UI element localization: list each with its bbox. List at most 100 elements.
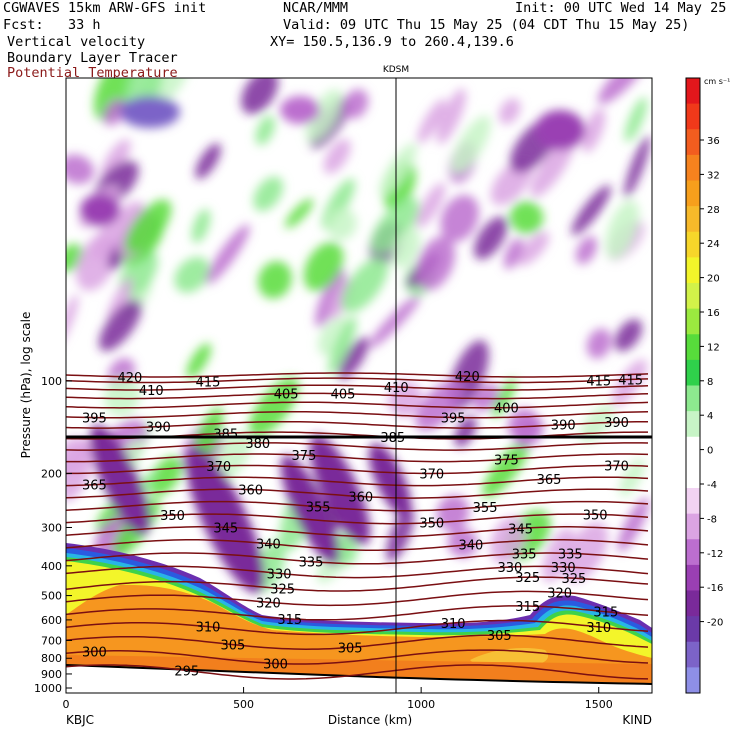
y-tick-label: 700 xyxy=(41,634,62,647)
velocity-blob xyxy=(104,376,141,417)
theta-contour-400 xyxy=(66,401,649,409)
y-tick-label: 900 xyxy=(41,668,62,681)
velocity-blob xyxy=(617,497,649,552)
theta-label: 335 xyxy=(299,556,324,571)
theta-label: 315 xyxy=(593,606,618,621)
velocity-blob xyxy=(303,242,344,292)
theta-label: 355 xyxy=(306,501,331,516)
theta-label: 345 xyxy=(508,522,533,537)
theta-contour-350 xyxy=(66,513,649,525)
theta-label: 295 xyxy=(174,665,199,680)
velocity-blob xyxy=(415,380,464,431)
velocity-blob xyxy=(436,88,466,145)
theta-label: 365 xyxy=(82,479,107,494)
model-title: CGWAVES 15km ARW-GFS init xyxy=(3,0,207,16)
velocity-blob xyxy=(174,256,210,293)
cross-section-coords: XY= 150.5,136.9 to 260.4,139.6 xyxy=(270,34,514,50)
x-axis-title: Distance (km) xyxy=(328,713,412,727)
theta-label: 420 xyxy=(455,370,480,385)
init-time: Init: 00 UTC Wed 14 May 25 xyxy=(515,0,727,16)
velocity-band xyxy=(309,435,371,545)
theta-label: 325 xyxy=(515,571,540,586)
velocity-blob xyxy=(326,207,357,241)
velocity-blob xyxy=(342,89,369,119)
velocity-blob xyxy=(571,185,612,236)
theta-label: 325 xyxy=(270,583,295,598)
velocity-blob xyxy=(440,194,479,242)
velocity-blob xyxy=(186,343,212,379)
velocity-blob xyxy=(498,98,521,125)
theta-label: 315 xyxy=(515,600,540,615)
velocity-blob xyxy=(597,78,648,104)
theta-label: 305 xyxy=(221,639,246,654)
theta-label: 345 xyxy=(213,521,238,536)
theta-label: 395 xyxy=(441,411,466,426)
velocity-core xyxy=(80,194,120,226)
theta-label: 300 xyxy=(263,657,288,672)
theta-label: 355 xyxy=(473,501,498,516)
velocity-band xyxy=(185,446,265,594)
theta-contour-295 xyxy=(66,664,649,680)
y-tick-label: 200 xyxy=(41,467,62,480)
velocity-blob xyxy=(341,256,389,313)
velocity-blob xyxy=(257,261,292,299)
velocity-blob xyxy=(415,182,446,228)
velocity-blob xyxy=(305,89,343,143)
forecast-hour: Fcst: 33 h xyxy=(3,17,101,33)
theta-label: 350 xyxy=(583,508,608,523)
velocity-blob xyxy=(368,295,421,349)
theta-label: 310 xyxy=(196,621,221,636)
velocity-blob xyxy=(379,143,417,196)
theta-label: 370 xyxy=(419,467,444,482)
station-marker-label: KDSM xyxy=(383,65,409,75)
field-label-potential-temperature: Potential Temperature xyxy=(7,65,178,81)
velocity-core xyxy=(280,96,320,124)
theta-label: 410 xyxy=(139,384,164,399)
theta-contour-420 xyxy=(66,372,649,378)
velocity-blob xyxy=(575,236,598,265)
theta-contour-410 xyxy=(66,384,649,391)
theta-label: 360 xyxy=(238,484,263,499)
velocity-blob xyxy=(338,337,369,380)
theta-label: 405 xyxy=(274,388,299,403)
velocity-blob xyxy=(417,98,447,144)
velocity-blob xyxy=(98,299,142,352)
theta-label: 340 xyxy=(256,538,281,553)
theta-contour-330 xyxy=(66,565,649,579)
theta-contour-345 xyxy=(66,526,649,538)
velocity-blob xyxy=(624,135,651,198)
y-tick-label: 300 xyxy=(41,521,62,534)
velocity-blob xyxy=(106,277,133,326)
velocity-blob xyxy=(100,139,131,181)
theta-label: 405 xyxy=(331,388,356,403)
theta-label: 300 xyxy=(82,645,107,660)
theta-label: 390 xyxy=(604,416,629,431)
theta-contour-320 xyxy=(66,590,649,607)
velocity-blob xyxy=(391,228,421,268)
velocity-blob xyxy=(285,198,314,229)
theta-contour-380 xyxy=(66,442,649,451)
theta-contour-405 xyxy=(66,392,649,400)
theta-contour-310 xyxy=(66,619,649,636)
velocity-blob xyxy=(386,507,415,562)
theta-label: 380 xyxy=(245,437,270,452)
velocity-blob xyxy=(472,383,500,412)
velocity-blob xyxy=(605,200,640,260)
velocity-blob xyxy=(315,268,346,328)
x-tick-label: 0 xyxy=(63,698,70,711)
y-tick-label: 100 xyxy=(41,375,62,388)
theta-contour-390 xyxy=(66,420,648,429)
theta-contour-300 xyxy=(66,649,649,665)
y-tick-label: 400 xyxy=(41,560,62,573)
theta-contour-340 xyxy=(66,539,649,551)
velocity-blob xyxy=(66,440,94,502)
velocity-core xyxy=(120,96,180,128)
velocity-blob xyxy=(447,527,478,558)
theta-label: 375 xyxy=(292,449,317,464)
left-endpoint-label: KBJC xyxy=(66,713,94,727)
velocity-blob xyxy=(370,197,420,254)
velocity-blob xyxy=(451,115,491,175)
velocity-blob xyxy=(542,527,575,583)
theta-label: 310 xyxy=(441,617,466,632)
velocity-blob xyxy=(503,237,524,270)
